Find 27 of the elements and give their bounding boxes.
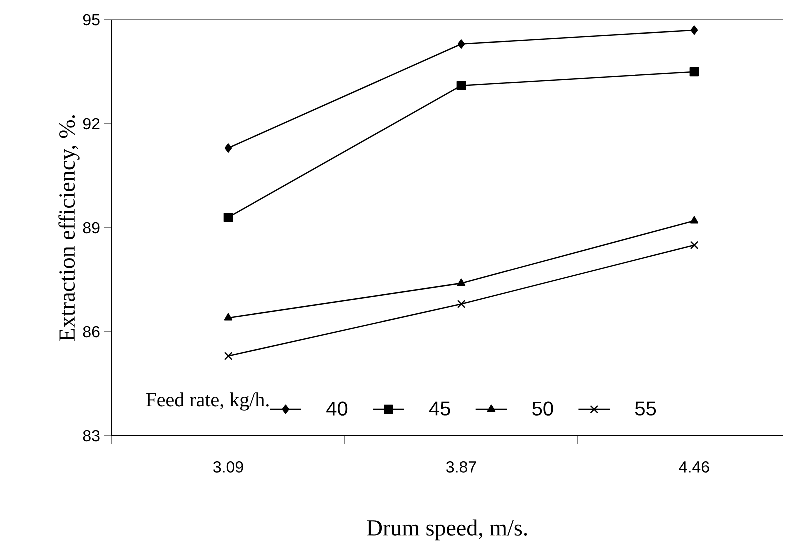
- point: [224, 352, 233, 360]
- legend-label: 55: [635, 402, 656, 416]
- x-axis-title: Drum speed, m/s.: [367, 520, 528, 541]
- point: [690, 216, 699, 224]
- point: [690, 26, 698, 36]
- point: [224, 144, 232, 153]
- x-tick-label: 4.46: [679, 462, 710, 473]
- point: [458, 40, 466, 49]
- y-tick-label: 83: [83, 430, 100, 442]
- point: [690, 67, 700, 77]
- legend-label: 45: [429, 402, 450, 416]
- y-axis-title: Extraction efficiency, %.: [58, 116, 80, 342]
- x-tick-label: 3.09: [214, 462, 244, 473]
- point: [457, 278, 466, 286]
- y-tick-label: 95: [83, 14, 100, 26]
- point: [457, 300, 466, 308]
- point: [224, 212, 234, 222]
- legend-label: 40: [326, 402, 348, 416]
- x-tick-label: 3.87: [446, 462, 476, 473]
- legend-label: 50: [532, 402, 554, 416]
- point: [690, 241, 699, 250]
- point: [456, 81, 466, 91]
- point: [224, 313, 233, 321]
- y-tick-label: 89: [83, 222, 100, 234]
- y-tick-label: 86: [83, 326, 100, 338]
- legend-title: Feed rate, kg/h.: [146, 392, 269, 411]
- y-tick-label: 92: [83, 118, 100, 130]
